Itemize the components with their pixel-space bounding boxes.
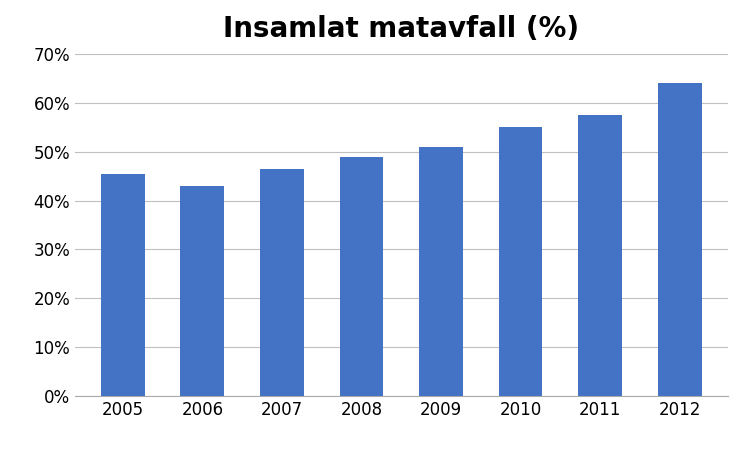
Bar: [340, 157, 383, 396]
Bar: [181, 186, 224, 396]
Title: Insamlat matavfall (%): Insamlat matavfall (%): [224, 15, 579, 43]
Bar: [499, 127, 542, 396]
Bar: [100, 174, 145, 396]
Bar: [260, 169, 304, 396]
Bar: [658, 83, 702, 396]
Bar: [419, 147, 463, 396]
Bar: [578, 115, 622, 396]
